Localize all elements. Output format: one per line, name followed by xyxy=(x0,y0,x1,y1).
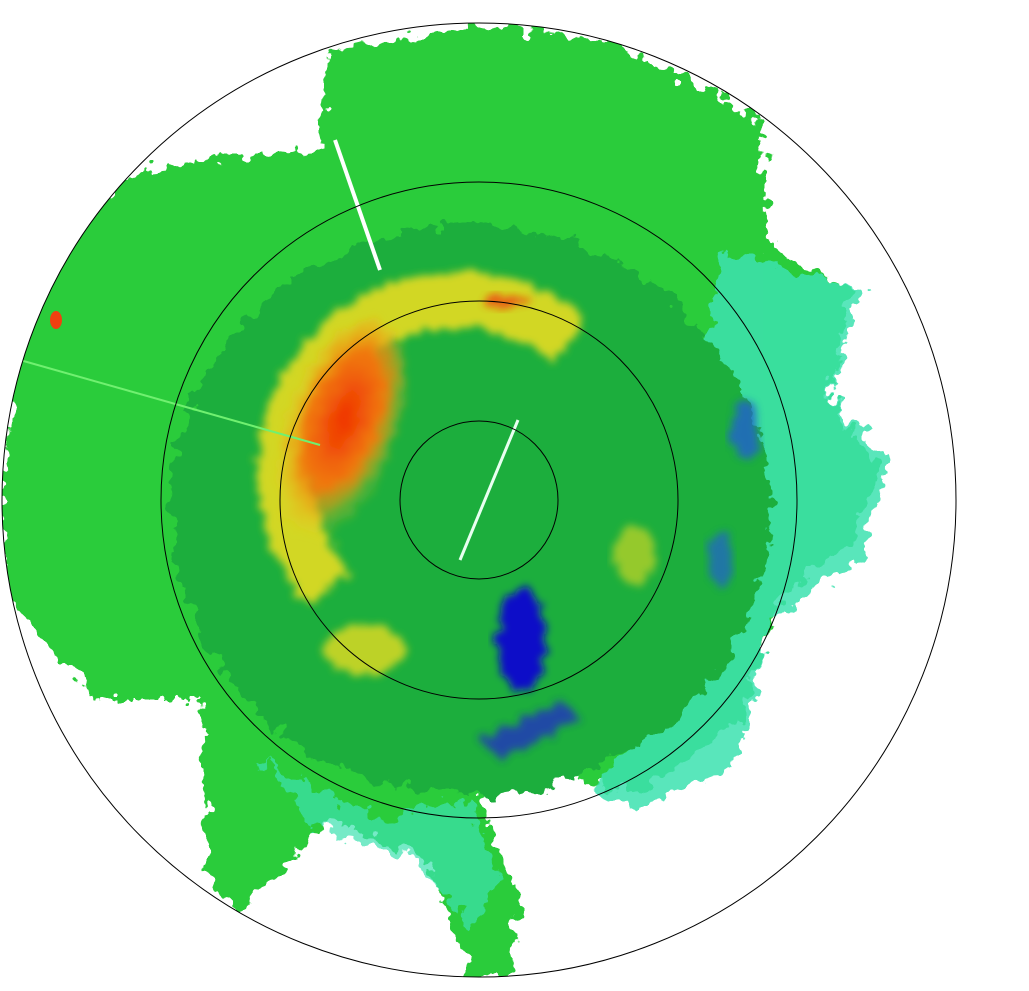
range-ring xyxy=(160,181,798,819)
range-ring xyxy=(279,300,679,700)
echo-weak-blue xyxy=(708,532,732,588)
spoke-artifact xyxy=(19,359,321,446)
echo-hot-core xyxy=(275,320,405,540)
spoke-gap xyxy=(458,419,520,561)
range-ring xyxy=(399,420,559,580)
echo-yellow-patch xyxy=(615,525,655,585)
range-rings xyxy=(1,22,957,978)
echo-hot-spot xyxy=(480,294,530,310)
echo-blue-edge xyxy=(480,700,580,760)
echo-hot-spot xyxy=(50,311,62,329)
echo-yellow-patch xyxy=(325,625,405,675)
echo-weak-blue xyxy=(731,400,759,460)
spoke-gap xyxy=(333,139,382,271)
range-ring xyxy=(1,22,957,978)
echo-fringe-bottom xyxy=(260,760,500,930)
echo-blue-patch xyxy=(498,588,546,692)
echo-field xyxy=(2,24,890,976)
